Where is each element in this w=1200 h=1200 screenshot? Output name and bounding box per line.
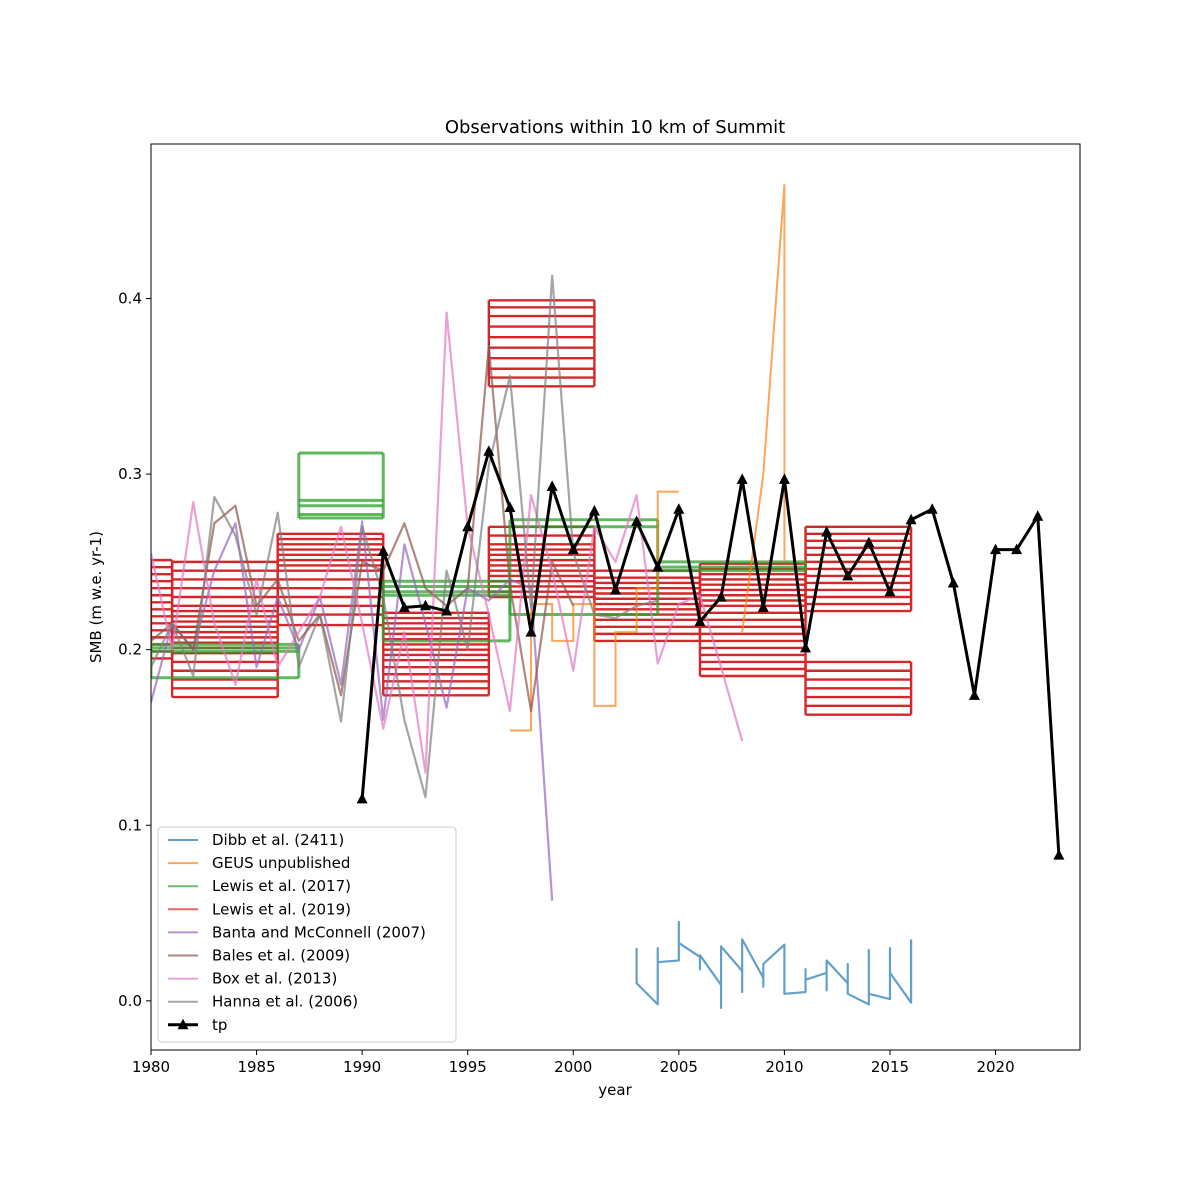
y-tick-label: 0.4 <box>118 290 142 308</box>
step-block <box>804 660 913 716</box>
series-line <box>151 344 575 713</box>
legend-entry: Bales et al. (2009) <box>168 947 350 965</box>
y-axis: 0.0 0.1 0.2 0.3 0.4 <box>118 290 151 1010</box>
x-axis-label: year <box>598 1081 632 1099</box>
data-point-marker <box>800 641 812 653</box>
x-tick-label: 1990 <box>343 1058 381 1076</box>
data-point-marker <box>757 601 769 613</box>
data-point-marker <box>398 601 410 613</box>
legend-entry: Lewis et al. (2019) <box>168 900 351 918</box>
data-point-marker <box>842 569 854 581</box>
data-point-marker <box>1053 849 1065 860</box>
data-point-marker <box>504 501 516 512</box>
data-point-marker <box>1032 510 1044 521</box>
legend: Dibb et al. (2411) GEUS unpublished Lewis … <box>157 826 457 1043</box>
data-point-marker <box>356 792 368 804</box>
step-block <box>170 560 279 699</box>
data-point-marker <box>884 585 896 597</box>
series-bales-et-al-2009 <box>151 344 575 713</box>
series-tp <box>356 445 1065 860</box>
data-point-marker <box>968 689 980 700</box>
legend-label: Dibb et al. (2411) <box>212 831 344 849</box>
x-tick-label: 2020 <box>976 1058 1014 1076</box>
x-tick-label: 1980 <box>132 1058 170 1076</box>
legend-items: Dibb et al. (2411) GEUS unpublished Lewis … <box>168 831 426 1034</box>
data-point-marker <box>736 473 748 484</box>
series-lewis-et-al-2019 <box>151 299 913 716</box>
data-point-marker <box>441 605 453 616</box>
step-block <box>487 299 596 388</box>
y-tick-label: 0.2 <box>118 641 142 659</box>
legend-entry: GEUS unpublished <box>168 854 350 872</box>
legend-marker <box>177 1018 189 1030</box>
legend-label: tp <box>212 1016 227 1034</box>
data-point-marker <box>926 503 938 514</box>
legend-entry: Lewis et al. (2017) <box>168 877 351 895</box>
plot-area <box>150 143 1081 1051</box>
data-point-marker <box>778 473 790 484</box>
data-point-marker <box>673 503 685 514</box>
legend-label: Bales et al. (2009) <box>212 947 350 965</box>
axes-frame <box>150 143 1081 1051</box>
data-point-marker <box>694 615 706 627</box>
legend-entry: tp <box>168 1016 227 1034</box>
legend-entry: Box et al. (2013) <box>168 970 337 988</box>
data-point-marker <box>821 526 833 537</box>
legend-entry: Hanna et al. (2006) <box>168 993 358 1011</box>
series-line <box>635 920 913 1009</box>
x-tick-label: 1995 <box>449 1058 487 1076</box>
data-point-marker <box>588 504 600 516</box>
series-box-et-al-2013 <box>151 311 744 774</box>
x-tick-label: 2005 <box>660 1058 698 1076</box>
legend-label: Lewis et al. (2019) <box>212 900 351 918</box>
data-point-marker <box>419 599 431 611</box>
series-layer <box>151 184 1065 1009</box>
series-dibb-et-al-2411 <box>635 920 913 1009</box>
step-block <box>656 560 808 573</box>
x-tick-label: 2015 <box>871 1058 909 1076</box>
data-point-marker <box>947 576 959 588</box>
legend-entry: Banta and McConnell (2007) <box>168 923 426 941</box>
data-point-marker <box>567 543 579 555</box>
data-point-marker <box>1011 543 1023 555</box>
y-tick-label: 0.1 <box>118 816 142 834</box>
legend-label: Banta and McConnell (2007) <box>212 923 426 941</box>
legend-label: Hanna et al. (2006) <box>212 993 358 1011</box>
y-tick-label: 0.0 <box>118 992 142 1010</box>
y-tick-label: 0.3 <box>118 465 142 483</box>
legend-label: GEUS unpublished <box>212 854 350 872</box>
x-tick-label: 2010 <box>765 1058 803 1076</box>
data-point-marker <box>652 561 664 572</box>
chart-title: Observations within 10 km of Summit <box>445 117 785 138</box>
data-point-marker <box>610 583 621 595</box>
data-point-marker <box>905 513 917 525</box>
data-point-marker <box>462 520 474 532</box>
series-line <box>360 449 1061 856</box>
data-point-marker <box>377 545 389 556</box>
data-point-marker <box>715 591 727 602</box>
x-axis: 1980 1985 1990 1995 2000 2005 2010 2015 2020 <box>132 1050 1015 1076</box>
legend-label: Lewis et al. (2017) <box>212 877 351 895</box>
data-point-marker <box>546 480 558 491</box>
x-tick-label: 2000 <box>554 1058 592 1076</box>
data-point-marker <box>483 445 495 456</box>
data-point-marker <box>525 626 537 637</box>
step-block <box>297 451 385 520</box>
series-line <box>151 311 744 774</box>
legend-entry: Dibb et al. (2411) <box>168 831 344 849</box>
legend-box <box>157 826 457 1043</box>
series-line <box>741 184 786 633</box>
x-tick-label: 1985 <box>237 1058 275 1076</box>
data-point-marker <box>863 536 875 548</box>
legend-label: Box et al. (2013) <box>212 970 337 988</box>
data-point-marker <box>990 543 1002 555</box>
y-axis-label: SMB (m w.e. yr-1) <box>87 531 105 663</box>
step-block <box>698 562 807 678</box>
data-point-marker <box>631 515 643 526</box>
